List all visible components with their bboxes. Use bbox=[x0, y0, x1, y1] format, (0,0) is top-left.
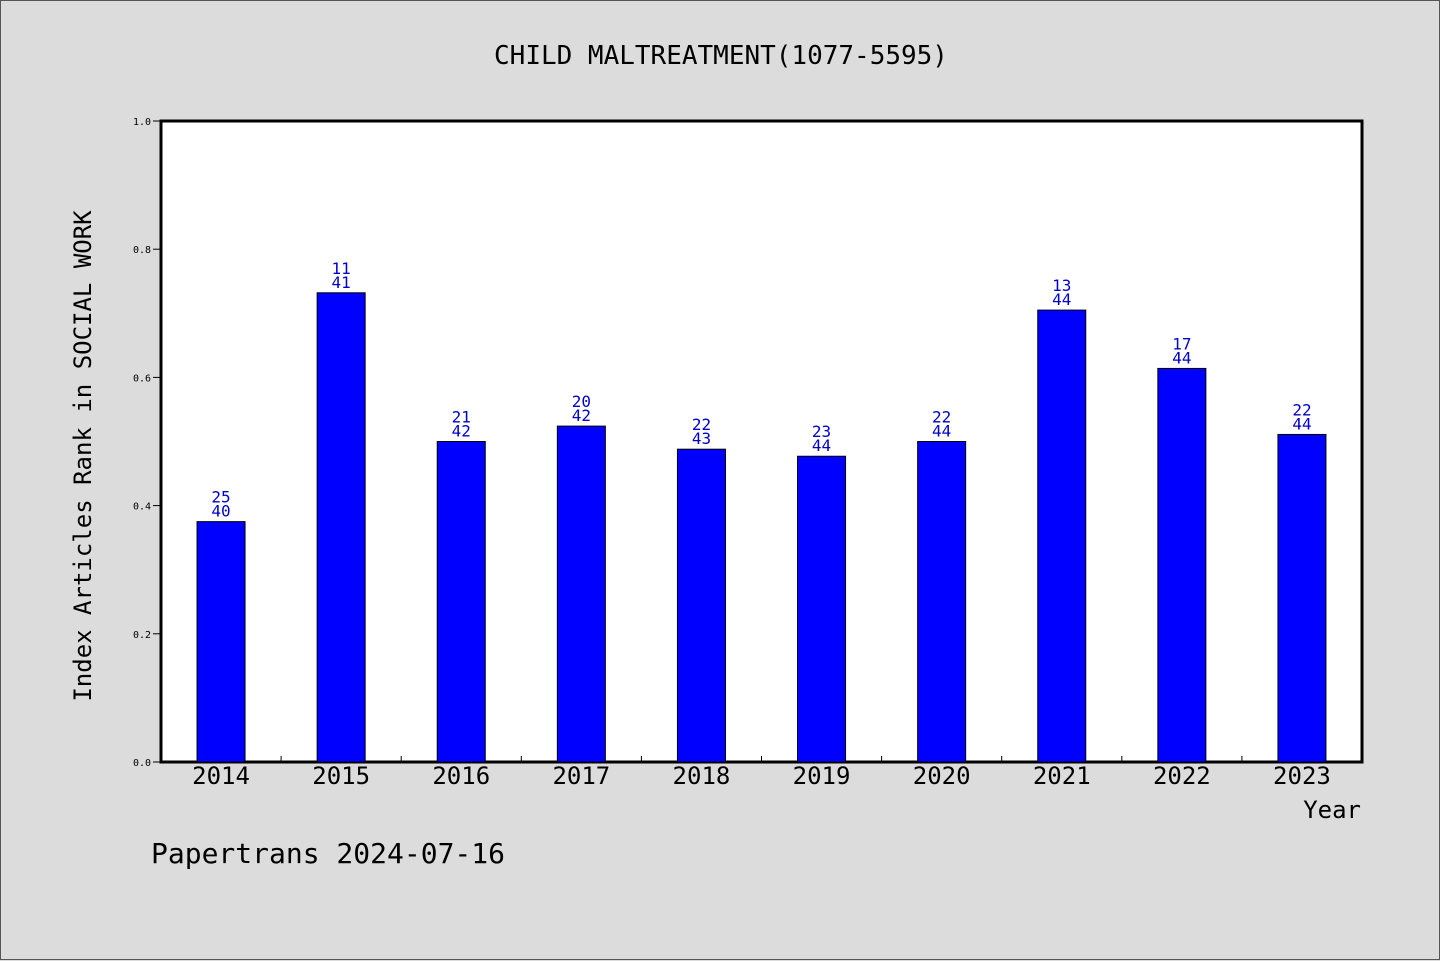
bar-2018 bbox=[676, 448, 726, 763]
data-label-total: 41 bbox=[332, 273, 351, 292]
data-label-rank: 21 bbox=[452, 408, 471, 427]
y-tick-label: 0.8 bbox=[133, 245, 151, 256]
y-tick-label: 0.2 bbox=[133, 630, 151, 641]
bars bbox=[196, 292, 1327, 763]
data-label-rank: 22 bbox=[1292, 400, 1311, 419]
data-label-total: 44 bbox=[812, 436, 831, 455]
bar-2015 bbox=[316, 292, 366, 763]
y-tick-label: 1.0 bbox=[133, 117, 151, 128]
data-label-rank: 17 bbox=[1172, 334, 1191, 353]
data-label-total: 43 bbox=[692, 429, 711, 448]
data-label-rank: 22 bbox=[692, 415, 711, 434]
x-tick-label: 2014 bbox=[192, 762, 250, 790]
bar-2017 bbox=[556, 425, 606, 763]
y-tick-label: 0.0 bbox=[133, 758, 151, 769]
data-label-rank: 22 bbox=[932, 408, 951, 427]
chart-title: CHILD MALTREATMENT(1077-5595) bbox=[494, 41, 948, 71]
data-label-total: 44 bbox=[1292, 414, 1311, 433]
bar-2022 bbox=[1157, 367, 1207, 763]
data-label-total: 44 bbox=[932, 422, 951, 441]
data-label-rank: 11 bbox=[332, 259, 351, 278]
data-label-total: 42 bbox=[572, 406, 591, 425]
x-tick-label: 2017 bbox=[552, 762, 610, 790]
x-tick-label: 2021 bbox=[1033, 762, 1091, 790]
x-axis-ticks: 2014 2015 2016 2017 2018 2019 2020 2021 2022 2023 bbox=[192, 756, 1331, 790]
x-axis-label: Year bbox=[1303, 796, 1361, 824]
data-label-total: 44 bbox=[1052, 290, 1071, 309]
x-tick-label: 2015 bbox=[312, 762, 370, 790]
bar-2016 bbox=[436, 441, 486, 763]
footer-credit: Papertrans 2024-07-16 bbox=[151, 837, 505, 870]
y-tick-label: 0.4 bbox=[133, 502, 151, 513]
bar-2023 bbox=[1277, 433, 1327, 763]
bar-2020 bbox=[917, 441, 967, 763]
x-tick-label: 2022 bbox=[1153, 762, 1211, 790]
bar-2021 bbox=[1037, 309, 1087, 763]
x-tick-label: 2018 bbox=[673, 762, 731, 790]
y-axis-ticks: 0.0 0.2 0.4 0.6 0.8 1.0 bbox=[133, 117, 161, 769]
bar-2014 bbox=[196, 521, 246, 763]
x-tick-label: 2016 bbox=[432, 762, 490, 790]
x-tick-label: 2019 bbox=[793, 762, 851, 790]
data-label-rank: 25 bbox=[211, 488, 230, 507]
bar-2019 bbox=[797, 455, 847, 763]
data-label-rank: 23 bbox=[812, 422, 831, 441]
y-axis-label: Index Articles Rank in SOCIAL WORK bbox=[69, 210, 97, 702]
x-tick-label: 2020 bbox=[913, 762, 971, 790]
data-label-rank: 20 bbox=[572, 392, 591, 411]
data-label-total: 42 bbox=[452, 422, 471, 441]
data-label-rank: 13 bbox=[1052, 276, 1071, 295]
x-tick-label: 2023 bbox=[1273, 762, 1331, 790]
data-label-total: 40 bbox=[211, 502, 230, 521]
y-tick-label: 0.6 bbox=[133, 373, 151, 384]
data-label-total: 44 bbox=[1172, 348, 1191, 367]
